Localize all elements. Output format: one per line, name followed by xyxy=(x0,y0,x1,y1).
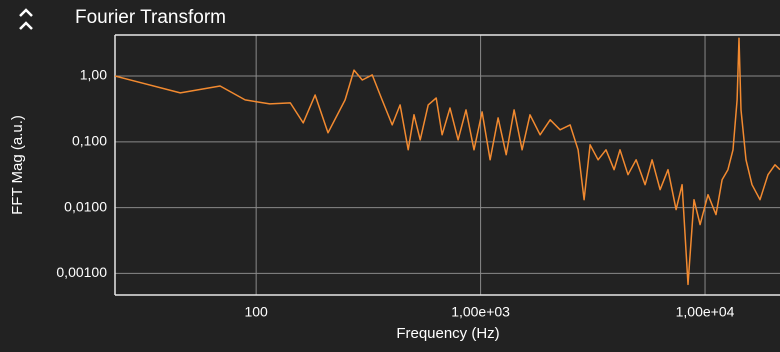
chevron-up xyxy=(19,8,33,17)
spectrum-line xyxy=(114,37,780,286)
y-tick-label: 0,00100 xyxy=(56,264,107,280)
collapse-button[interactable] xyxy=(12,6,40,36)
chart-title: Fourier Transform xyxy=(75,7,226,28)
x-tick-label: 1,00e+03 xyxy=(451,304,510,320)
y-tick-label: 0,100 xyxy=(72,133,107,149)
x-tick-label: 100 xyxy=(244,304,268,320)
x-tick-label: 1,00e+04 xyxy=(676,304,735,320)
y-tick-label: 0,0100 xyxy=(64,198,107,214)
y-tick-label: 1,00 xyxy=(80,67,107,83)
y-axis-label: FFT Mag (a.u.) xyxy=(9,115,26,215)
x-axis-label: Frequency (Hz) xyxy=(396,325,499,342)
chevron-down xyxy=(19,21,33,30)
